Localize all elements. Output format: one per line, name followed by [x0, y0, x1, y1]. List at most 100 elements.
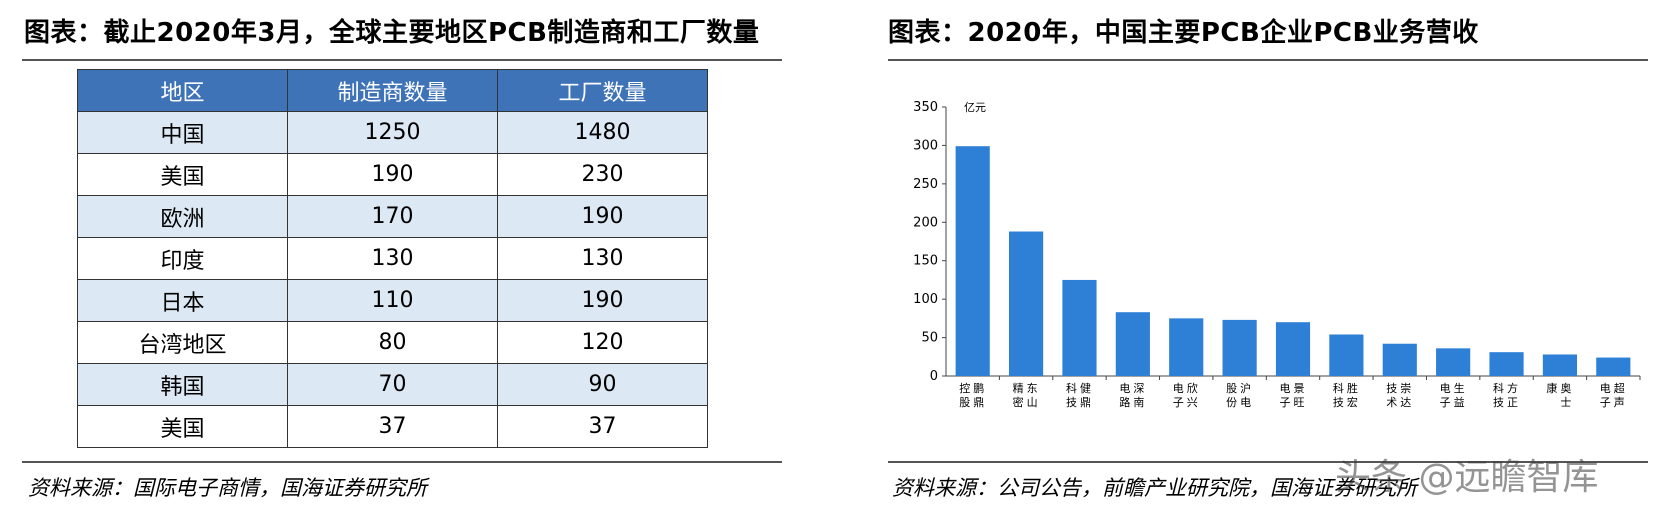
cell-region: 美国: [77, 153, 288, 196]
bar: [1436, 348, 1471, 376]
category-label-char: 术: [1386, 396, 1399, 409]
category-label-char: 宏: [1347, 395, 1360, 409]
left-title-divider: [22, 59, 782, 61]
category-label-char: 股: [959, 396, 972, 409]
category-label-char: 兴: [1187, 396, 1200, 409]
cell-factories: 190: [497, 195, 708, 238]
y-tick-label: 200: [913, 215, 938, 230]
category-label-char: 密: [1013, 395, 1026, 409]
cell-manufacturers: 37: [287, 405, 498, 448]
bar: [1489, 352, 1524, 376]
y-tick-label: 300: [913, 138, 938, 153]
category-label-char: 山: [1027, 396, 1040, 409]
category-label-char: 景: [1294, 382, 1307, 395]
y-tick-label: 100: [913, 292, 938, 307]
category-label-char: 份: [1226, 396, 1239, 409]
category-label-char: 技: [1333, 396, 1346, 409]
cell-region: 欧洲: [77, 195, 288, 238]
cell-factories: 37: [497, 405, 708, 448]
watermark-text: 头条 @远瞻智库: [1335, 457, 1599, 498]
y-tick-label: 350: [913, 100, 938, 115]
category-label-char: 士: [1560, 396, 1573, 409]
table-row: 日本 110 190: [77, 279, 708, 322]
category-label-char: 方: [1507, 381, 1520, 395]
bar: [955, 146, 990, 376]
bar: [1008, 231, 1044, 376]
category-label-char: 鼎: [973, 396, 986, 409]
category-label-char: 鹏: [973, 382, 986, 395]
cell-factories: 230: [497, 153, 708, 196]
cell-manufacturers: 80: [287, 321, 498, 364]
category-label-char: 超: [1614, 381, 1627, 395]
bar: [1329, 334, 1364, 376]
bar: [1115, 312, 1150, 376]
category-label-char: 科: [1066, 381, 1079, 395]
cell-region: 韩国: [77, 363, 288, 406]
cell-region: 中国: [77, 111, 288, 154]
left-source-note: 资料来源：国际电子商情，国海证券研究所: [28, 476, 427, 500]
category-label-char: 生: [1454, 381, 1467, 395]
category-label-char: 科: [1493, 381, 1506, 395]
category-label-char: 精: [1013, 382, 1026, 395]
bar: [1062, 279, 1097, 376]
bar: [1222, 319, 1257, 376]
cell-factories: 90: [497, 363, 708, 406]
category-label-char: 声: [1614, 395, 1627, 409]
cell-manufacturers: 70: [287, 363, 498, 406]
right-source-note: 资料来源：公司公告，前瞻产业研究院，国海证券研究所: [892, 476, 1417, 500]
cell-region: 台湾地区: [77, 321, 288, 364]
category-label-char: 股: [1226, 382, 1239, 395]
left-source-divider: [22, 461, 782, 463]
category-label-char: 控: [959, 381, 972, 395]
category-label-char: 子: [1280, 396, 1293, 409]
bar: [1596, 357, 1631, 376]
category-label-char: 技: [1493, 396, 1506, 409]
category-label-char: 子: [1600, 396, 1613, 409]
right-source-divider: [888, 461, 1648, 463]
y-axis-unit-label: 亿元: [964, 101, 986, 114]
cell-factories: 120: [497, 321, 708, 364]
cell-manufacturers: 190: [287, 153, 498, 196]
table-row: 美国 37 37: [77, 405, 708, 448]
cell-manufacturers: 170: [287, 195, 498, 238]
cell-factories: 190: [497, 279, 708, 322]
y-tick-label: 50: [921, 331, 938, 346]
table-row: 台湾地区 80 120: [77, 321, 708, 364]
category-label-char: 南: [1133, 396, 1146, 409]
category-label-char: 益: [1454, 395, 1467, 409]
table-row: 美国 190 230: [77, 153, 708, 196]
category-label-char: 旺: [1294, 396, 1307, 409]
cell-manufacturers: 130: [287, 237, 498, 280]
category-label-char: 鼎: [1080, 396, 1093, 409]
cell-region: 美国: [77, 405, 288, 448]
y-tick-label: 150: [913, 254, 938, 269]
cell-region: 日本: [77, 279, 288, 322]
cell-region: 印度: [77, 237, 288, 280]
category-label-char: 奥: [1560, 381, 1573, 395]
region-pcb-table: 地区 制造商数量 工厂数量 中国 1250 1480 美国 190 230 欧洲…: [77, 69, 708, 448]
header-manufacturers: 制造商数量: [287, 69, 498, 112]
category-label-char: 电: [1280, 382, 1293, 395]
category-label-char: 深: [1133, 382, 1146, 395]
cell-factories: 1480: [497, 111, 708, 154]
category-label-char: 技: [1066, 396, 1079, 409]
category-label-char: 子: [1440, 396, 1453, 409]
header-region: 地区: [77, 69, 288, 112]
y-tick-label: 0: [930, 369, 938, 384]
category-label-char: 电: [1440, 382, 1453, 395]
category-label-char: 子: [1173, 396, 1186, 409]
header-factories: 工厂数量: [497, 69, 708, 112]
category-label-char: 正: [1507, 396, 1520, 409]
category-label-char: 电: [1173, 382, 1186, 395]
category-label-char: 崇: [1400, 382, 1413, 395]
category-label-char: 电: [1600, 382, 1613, 395]
left-panel-title: 图表：截止2020年3月，全球主要地区PCB制造商和工厂数量: [24, 18, 760, 48]
bar: [1382, 343, 1417, 376]
category-label-char: 胜: [1347, 381, 1360, 395]
y-tick-label: 250: [913, 177, 938, 192]
cell-manufacturers: 110: [287, 279, 498, 322]
cell-factories: 130: [497, 237, 708, 280]
category-label-char: 路: [1119, 396, 1132, 409]
category-label-char: 科: [1333, 381, 1346, 395]
